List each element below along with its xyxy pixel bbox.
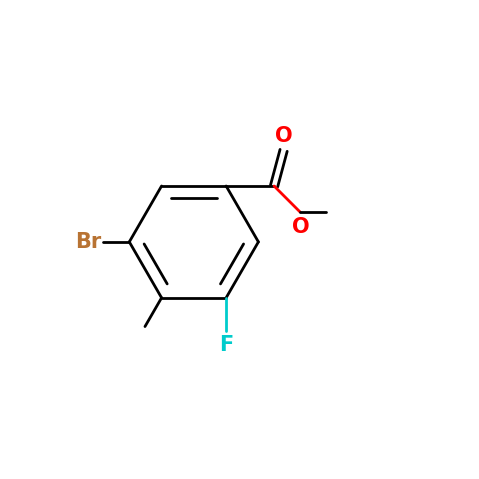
- Text: Br: Br: [75, 232, 102, 252]
- Text: O: O: [275, 126, 293, 146]
- Text: F: F: [219, 335, 233, 354]
- Text: O: O: [293, 217, 310, 237]
